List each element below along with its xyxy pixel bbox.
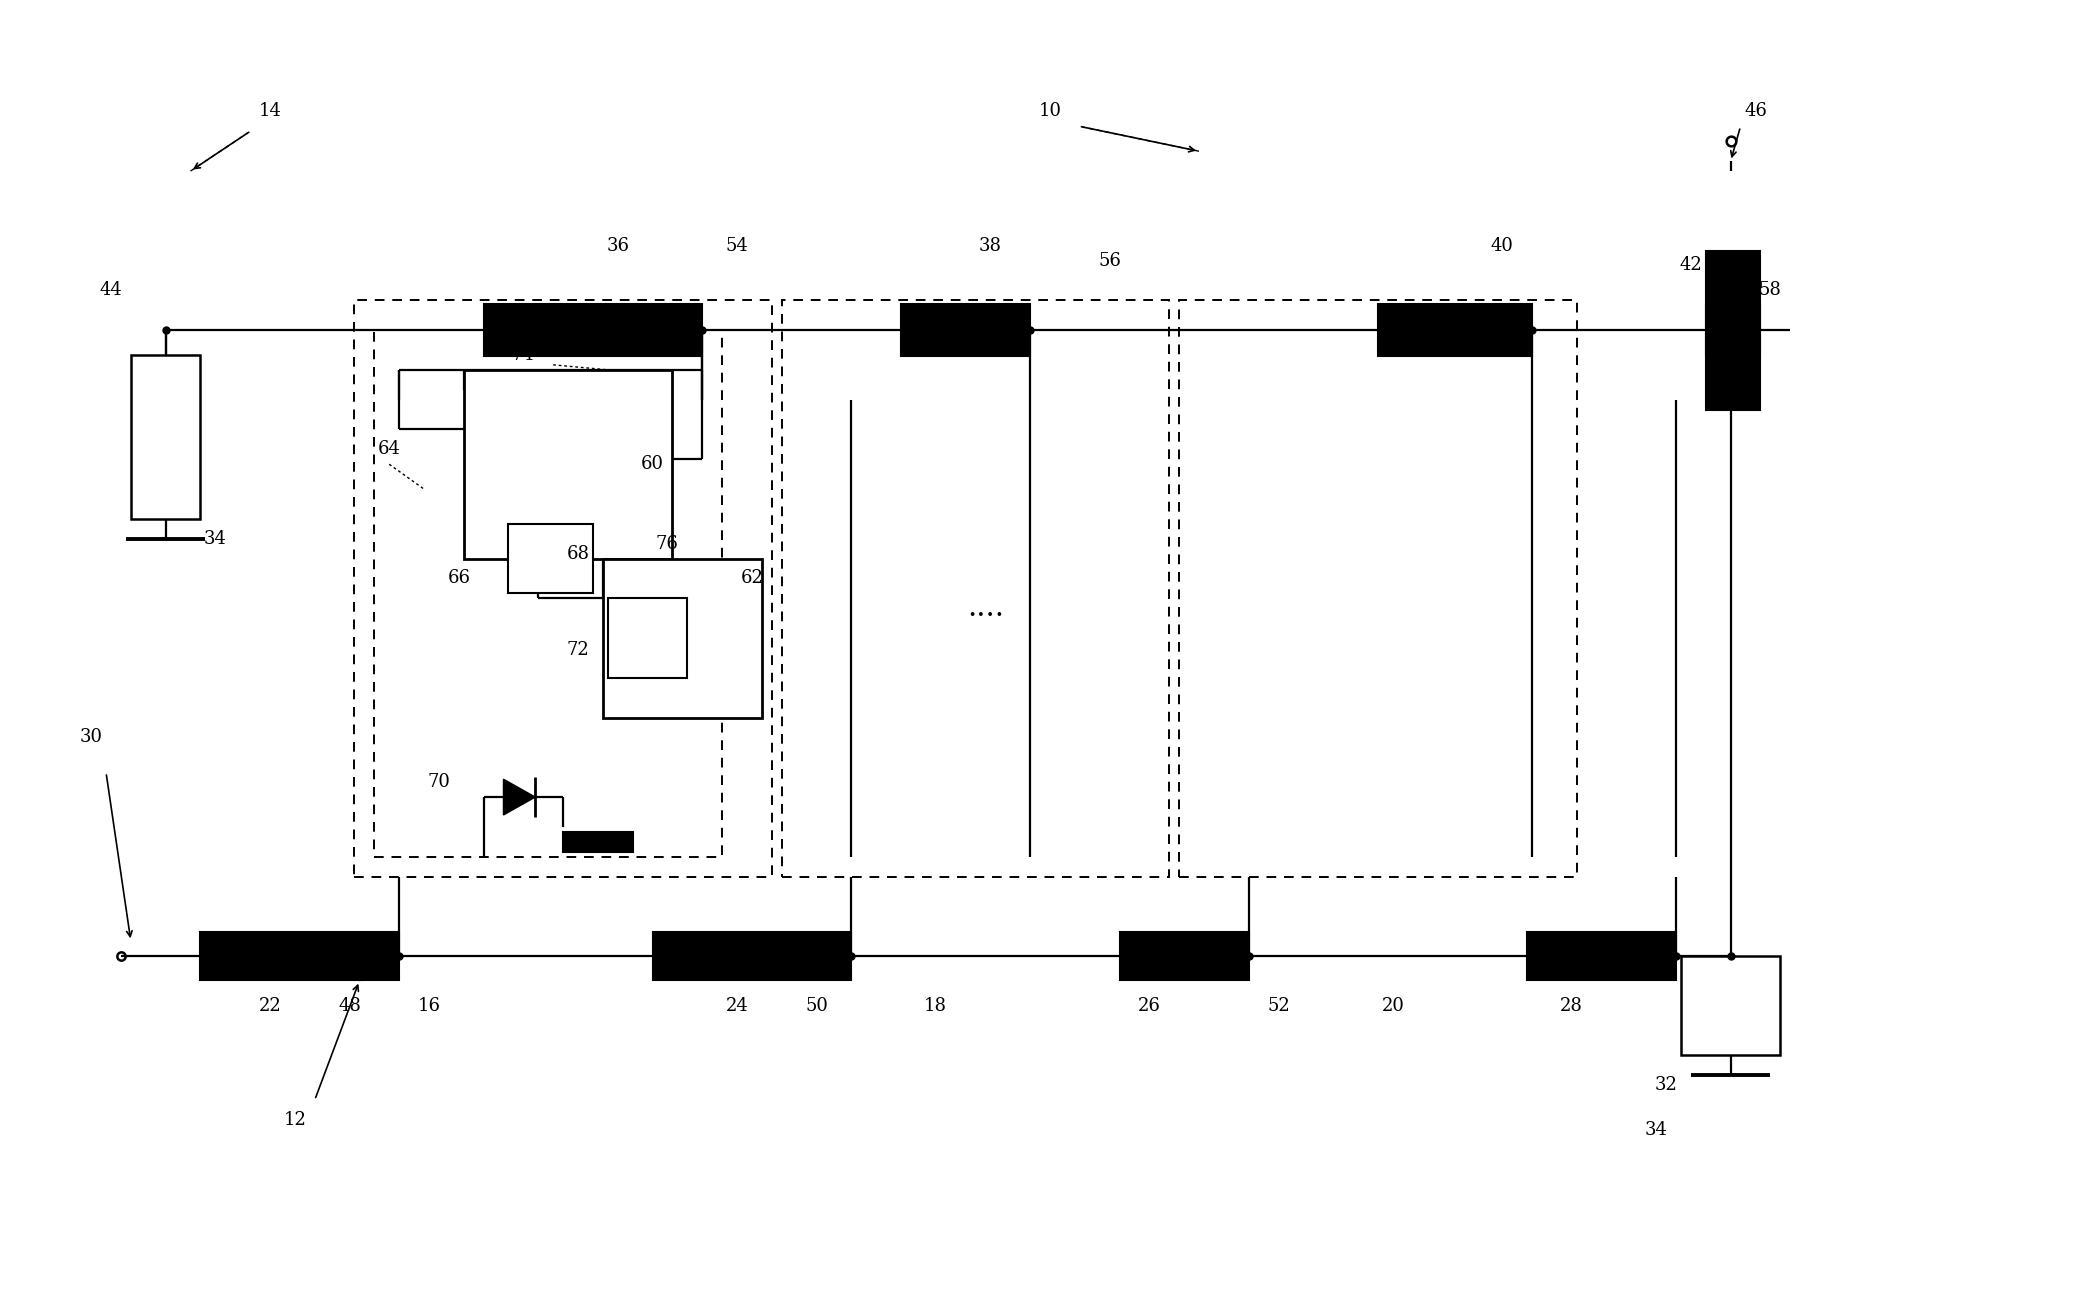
Bar xyxy=(464,370,672,559)
Bar xyxy=(900,305,1029,356)
Bar xyxy=(1119,933,1249,980)
Text: 40: 40 xyxy=(1491,237,1514,255)
Text: 42: 42 xyxy=(1679,256,1702,275)
Text: 18: 18 xyxy=(925,997,948,1015)
Text: 68: 68 xyxy=(566,544,589,562)
Text: 28: 28 xyxy=(1560,997,1583,1015)
Bar xyxy=(1180,301,1576,876)
Text: 26: 26 xyxy=(1138,997,1161,1015)
Text: 64: 64 xyxy=(378,441,401,458)
Bar xyxy=(1378,305,1533,356)
Bar xyxy=(200,933,399,980)
Text: 16: 16 xyxy=(418,997,441,1015)
Text: ....: .... xyxy=(967,594,1004,623)
Text: 14: 14 xyxy=(259,102,282,120)
Bar xyxy=(1681,956,1781,1056)
Bar xyxy=(132,354,200,519)
Text: 62: 62 xyxy=(741,569,764,587)
Bar xyxy=(484,305,702,356)
Text: 34: 34 xyxy=(205,530,228,548)
Text: 54: 54 xyxy=(727,237,748,255)
Text: 12: 12 xyxy=(284,1110,307,1129)
Text: 36: 36 xyxy=(606,237,628,255)
Text: 34: 34 xyxy=(1645,1121,1668,1139)
Bar xyxy=(781,301,1169,876)
Text: 46: 46 xyxy=(1743,102,1766,120)
Polygon shape xyxy=(503,780,535,815)
Bar xyxy=(654,933,852,980)
Bar xyxy=(1706,305,1760,356)
Text: 52: 52 xyxy=(1267,997,1290,1015)
Text: 74: 74 xyxy=(512,345,535,364)
Bar xyxy=(608,598,687,678)
Text: 56: 56 xyxy=(1098,251,1121,269)
Text: 76: 76 xyxy=(656,535,679,553)
Text: 48: 48 xyxy=(338,997,361,1015)
Text: 20: 20 xyxy=(1382,997,1405,1015)
Bar xyxy=(1706,251,1760,409)
Bar xyxy=(603,559,762,718)
Bar xyxy=(564,832,633,852)
Text: 44: 44 xyxy=(100,281,123,300)
Bar xyxy=(374,330,722,857)
Text: 72: 72 xyxy=(566,641,589,659)
Text: 22: 22 xyxy=(259,997,282,1015)
Text: 66: 66 xyxy=(447,569,470,587)
Bar xyxy=(1526,933,1677,980)
Text: 50: 50 xyxy=(806,997,829,1015)
Text: 58: 58 xyxy=(1758,281,1781,300)
Text: 60: 60 xyxy=(641,455,664,473)
Text: 24: 24 xyxy=(727,997,748,1015)
Text: 10: 10 xyxy=(1038,102,1061,120)
Text: 38: 38 xyxy=(979,237,1002,255)
Bar xyxy=(355,301,773,876)
Bar xyxy=(509,523,593,594)
Text: 70: 70 xyxy=(428,773,451,791)
Text: 32: 32 xyxy=(1654,1076,1677,1095)
Text: 30: 30 xyxy=(79,729,102,747)
